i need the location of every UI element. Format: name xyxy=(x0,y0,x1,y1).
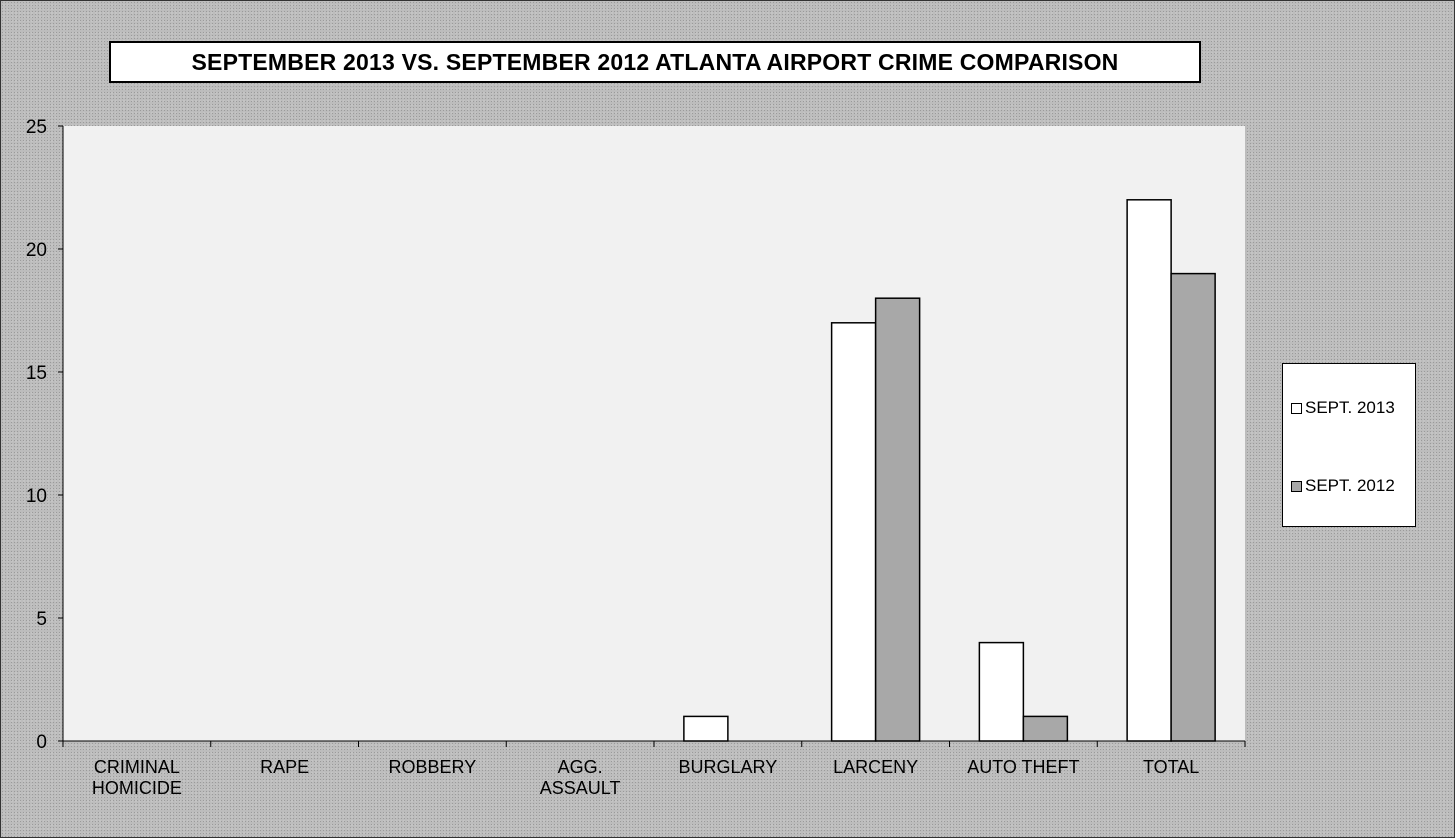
legend-label-sept-2012: SEPT. 2012 xyxy=(1305,476,1395,495)
y-tick-label: 15 xyxy=(26,363,47,384)
x-tick-label: ROBBERY xyxy=(389,757,477,777)
legend-swatch-sept-2013 xyxy=(1291,402,1302,414)
legend-item-sept-2013: SEPT. 2013 xyxy=(1291,398,1395,418)
bar-sept-2013 xyxy=(830,322,877,742)
bar-sept-2012 xyxy=(1022,715,1069,742)
plot-area xyxy=(63,126,1245,741)
legend: SEPT. 2013 SEPT. 2012 xyxy=(1282,363,1416,527)
bar-sept-2013 xyxy=(1126,199,1172,742)
x-tick-label: TOTAL xyxy=(1143,757,1199,777)
bar-sept-2013 xyxy=(683,715,729,742)
x-axis-ticks: CRIMINAL HOMICIDE RAPE ROBBERY AGG. ASSAULT BU… xyxy=(62,741,1246,798)
bars xyxy=(683,199,1216,742)
y-tick-label: 25 xyxy=(26,117,47,138)
y-tick-label: 0 xyxy=(36,732,47,753)
legend-label-sept-2013: SEPT. 2013 xyxy=(1305,398,1395,417)
x-tick-label: RAPE xyxy=(260,757,309,777)
y-tick-label: 20 xyxy=(26,240,47,261)
x-tick-label: CRIMINAL HOMICIDE xyxy=(92,757,182,798)
y-axis-ticks: 0 5 10 15 20 25 xyxy=(26,117,63,753)
bar-sept-2012 xyxy=(874,297,921,742)
y-tick-label: 5 xyxy=(36,609,47,630)
legend-item-sept-2012: SEPT. 2012 xyxy=(1291,476,1395,496)
x-tick-label: AGG. ASSAULT xyxy=(540,757,621,798)
x-tick-label: LARCENY xyxy=(833,757,918,777)
x-tick-label: AUTO THEFT xyxy=(967,757,1079,777)
x-tick-label: BURGLARY xyxy=(679,757,778,777)
chart-title: SEPTEMBER 2013 VS. SEPTEMBER 2012 ATLANT… xyxy=(109,41,1201,83)
y-tick-label: 10 xyxy=(26,486,47,507)
legend-swatch-sept-2012 xyxy=(1291,480,1302,492)
bar-sept-2013 xyxy=(978,641,1025,742)
bar-sept-2012 xyxy=(1170,272,1216,742)
